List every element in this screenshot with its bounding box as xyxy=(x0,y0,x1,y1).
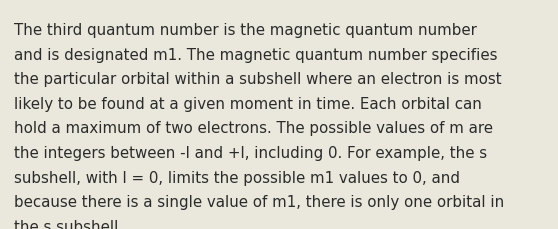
Text: the integers between -l and +l, including 0. For example, the s: the integers between -l and +l, includin… xyxy=(14,145,487,160)
Text: hold a maximum of two electrons. The possible values of m are: hold a maximum of two electrons. The pos… xyxy=(14,121,493,136)
Text: The third quantum number is the magnetic quantum number: The third quantum number is the magnetic… xyxy=(14,23,477,38)
Text: subshell, with l = 0, limits the possible m1 values to 0, and: subshell, with l = 0, limits the possibl… xyxy=(14,170,460,185)
Text: the s subshell.: the s subshell. xyxy=(14,219,123,229)
Text: because there is a single value of m1, there is only one orbital in: because there is a single value of m1, t… xyxy=(14,194,504,209)
Text: and is designated m1. The magnetic quantum number specifies: and is designated m1. The magnetic quant… xyxy=(14,47,497,62)
Text: likely to be found at a given moment in time. Each orbital can: likely to be found at a given moment in … xyxy=(14,96,482,111)
Text: the particular orbital within a subshell where an electron is most: the particular orbital within a subshell… xyxy=(14,72,502,87)
